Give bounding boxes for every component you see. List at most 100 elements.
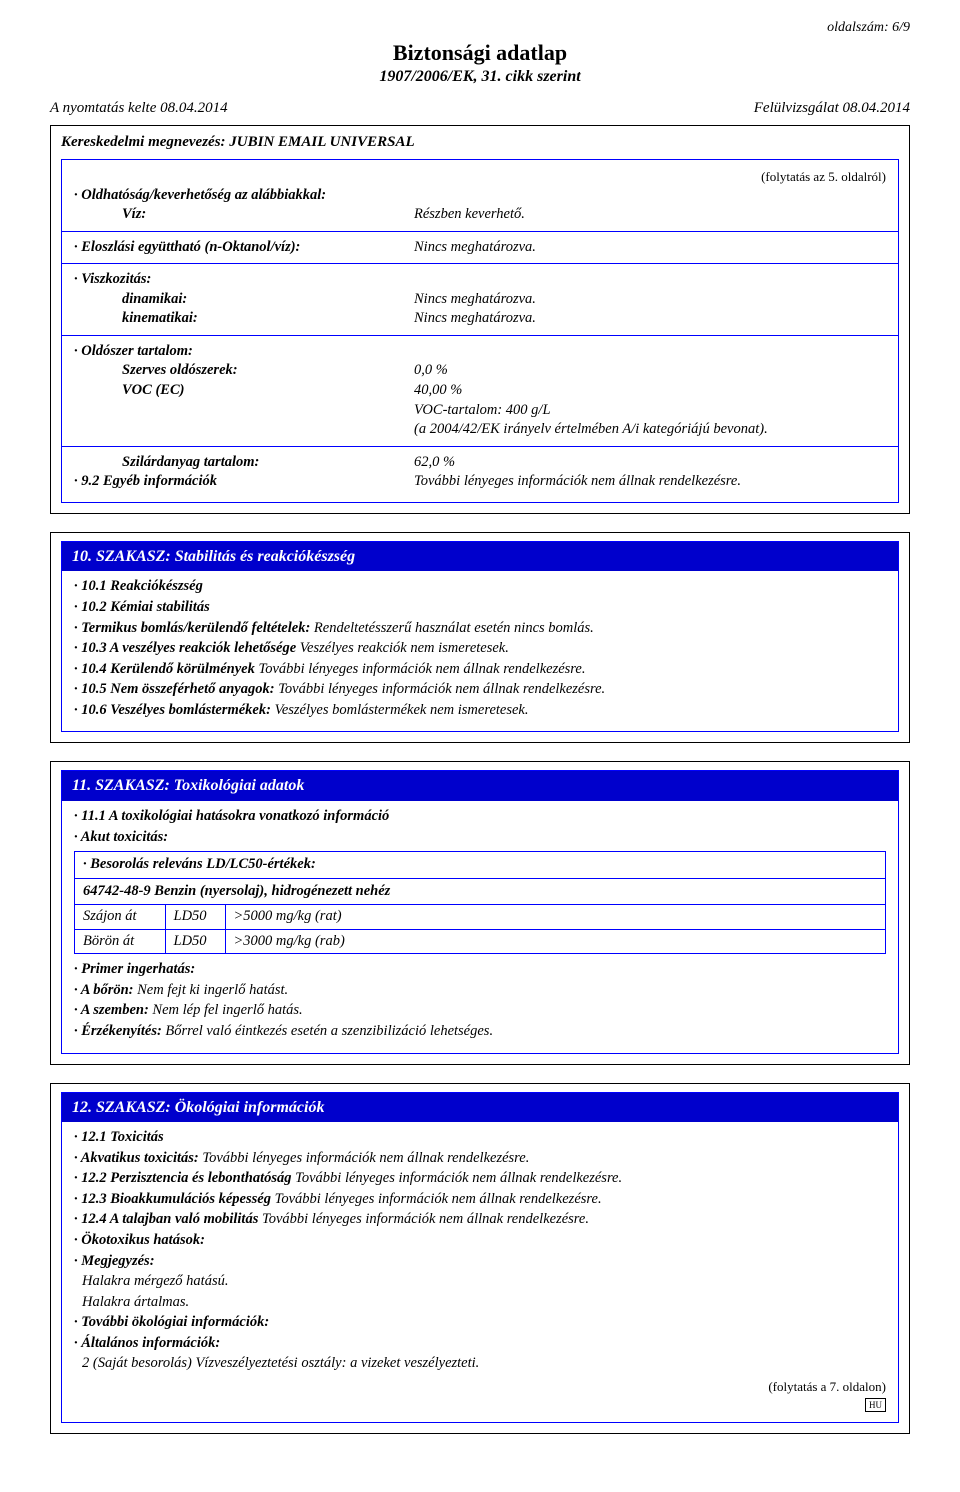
s11-sens: · Érzékenyítés: Bőrrel való éintkezés es…: [74, 1022, 886, 1042]
review-date: Felülvizsgálat 08.04.2014: [754, 100, 910, 117]
s12-note-2: Halakra ártalmas.: [74, 1293, 886, 1313]
document-subtitle: 1907/2006/EK, 31. cikk szerint: [50, 68, 910, 86]
value-cell: >5000 mg/kg (rat): [225, 905, 885, 929]
s12-4-label: · 12.3 Bioakkumulációs képesség: [74, 1191, 271, 1207]
locale-badge: HU: [865, 1398, 886, 1412]
voc-content-value: VOC-tartalom: 400 g/L: [414, 401, 886, 421]
water-label: Víz:: [74, 205, 414, 225]
other-info-label: · 9.2 Egyéb információk: [74, 472, 414, 492]
kinematic-value: Nincs meghatározva.: [414, 309, 886, 329]
s10-7-text: Veszélyes bomlástermékek nem ismeretesek…: [271, 702, 529, 718]
s12-water-hazard: 2 (Saját besorolás) Vízveszélyeztetési o…: [74, 1354, 886, 1374]
s12-general-info: · Általános információk:: [74, 1334, 886, 1354]
s11-2: · Akut toxicitás:: [74, 828, 886, 848]
s11-eye-text: Nem lép fel ingerlő hatás.: [149, 1002, 303, 1018]
solids-value: 62,0 %: [414, 453, 886, 473]
section-10-box: 10. SZAKASZ: Stabilitás és reakciókészsé…: [50, 532, 910, 744]
section-12-header: 12. SZAKASZ: Ökológiai információk: [62, 1093, 898, 1123]
s12-5-text: További lényeges információk nem állnak …: [258, 1211, 589, 1227]
s12-3-label: · 12.2 Perzisztencia és lebonthatóság: [74, 1170, 292, 1186]
s12-2-text: További lényeges információk nem állnak …: [199, 1150, 530, 1166]
solids-label: Szilárdanyag tartalom:: [74, 453, 414, 473]
s12-note-1: Halakra mérgező hatású.: [74, 1272, 886, 1292]
section-11-inner: 11. SZAKASZ: Toxikológiai adatok · 11.1 …: [61, 770, 899, 1053]
print-date: A nyomtatás kelte 08.04.2014: [50, 100, 228, 117]
voc-ec-label: VOC (EC): [74, 381, 414, 401]
dynamic-label: dinamikai:: [74, 290, 414, 310]
s12-5: · 12.4 A talajban való mobilitás További…: [74, 1210, 886, 1230]
section-12-box: 12. SZAKASZ: Ökológiai információk · 12.…: [50, 1083, 910, 1434]
s10-4-text: Veszélyes reakciók nem ismeretesek.: [296, 640, 509, 656]
other-info-value: További lényeges információk nem állnak …: [414, 472, 886, 492]
s11-1: · 11.1 A toxikológiai hatásokra vonatkoz…: [74, 807, 886, 827]
s12-ecotox: · Ökotoxikus hatások:: [74, 1231, 886, 1251]
s10-6-text: További lényeges információk nem állnak …: [275, 681, 606, 697]
voc-directive-note: (a 2004/42/EK irányelv értelmében A/i ka…: [414, 420, 886, 440]
s10-5-text: További lényeges információk nem állnak …: [255, 661, 586, 677]
divider: [62, 231, 898, 232]
s10-2: · 10.2 Kémiai stabilitás: [74, 598, 886, 618]
trade-name: Kereskedelmi megnevezés: JUBIN EMAIL UNI…: [61, 134, 899, 151]
water-value: Részben keverhető.: [414, 205, 886, 225]
s10-4-label: · 10.3 A veszélyes reakciók lehetősége: [74, 640, 296, 656]
s10-4: · 10.3 A veszélyes reakciók lehetősége V…: [74, 639, 886, 659]
section-11-box: 11. SZAKASZ: Toxikológiai adatok · 11.1 …: [50, 761, 910, 1064]
solvent-label: · Oldószer tartalom:: [74, 342, 414, 362]
s11-sens-label: · Érzékenyítés:: [74, 1023, 162, 1039]
s10-6-label: · 10.5 Nem összeférhető anyagok:: [74, 681, 275, 697]
divider: [62, 335, 898, 336]
partition-label: · Eloszlási együttható (n-Oktanol/víz):: [74, 238, 414, 258]
s11-eye: · A szemben: Nem lép fel ingerlő hatás.: [74, 1001, 886, 1021]
s11-skin: · A bőrön: Nem fejt ki ingerlő hatást.: [74, 981, 886, 1001]
s10-5: · 10.4 Kerülendő körülmények További lén…: [74, 660, 886, 680]
s10-1: · 10.1 Reakciókészség: [74, 577, 886, 597]
s12-2-label: · Akvatikus toxicitás:: [74, 1150, 199, 1166]
ld50-table: · Besorolás releváns LD/LC50-értékek: 64…: [74, 851, 886, 954]
route-cell: Szájon át: [75, 905, 165, 929]
viscosity-label: · Viszkozitás:: [74, 270, 414, 290]
table-row: Börön át LD50 >3000 mg/kg (rab): [75, 929, 885, 953]
value-cell: >3000 mg/kg (rab): [225, 929, 885, 953]
organic-solvent-label: Szerves oldószerek:: [74, 361, 414, 381]
s12-5-label: · 12.4 A talajban való mobilitás: [74, 1211, 258, 1227]
page-number: oldalszám: 6/9: [50, 20, 910, 36]
table-row: Szájon át LD50 >5000 mg/kg (rat): [75, 905, 885, 929]
kinematic-label: kinematikai:: [74, 309, 414, 329]
section-10-header: 10. SZAKASZ: Stabilitás és reakciókészsé…: [62, 542, 898, 572]
s10-3-text: Rendeltetésszerű használat esetén nincs …: [310, 620, 594, 636]
s11-skin-label: · A bőrön:: [74, 982, 134, 998]
s12-4-text: További lényeges információk nem állnak …: [271, 1191, 602, 1207]
s12-3-text: További lényeges információk nem állnak …: [292, 1170, 623, 1186]
s12-further-eco: · További ökológiai információk:: [74, 1313, 886, 1333]
solubility-label: · Oldhatóság/keverhetőség az alábbiakkal…: [74, 186, 414, 206]
ld50-header-1: · Besorolás releváns LD/LC50-értékek:: [75, 852, 885, 879]
s11-sens-text: Bőrrel való éintkezés esetén a szenzibil…: [162, 1023, 493, 1039]
s10-3-label: · Termikus bomlás/kerülendő feltételek:: [74, 620, 310, 636]
continued-from: (folytatás az 5. oldalról): [74, 168, 886, 186]
s12-3: · 12.2 Perzisztencia és lebonthatóság To…: [74, 1169, 886, 1189]
s10-5-label: · 10.4 Kerülendő körülmények: [74, 661, 255, 677]
s11-primer: · Primer ingerhatás:: [74, 960, 886, 980]
type-cell: LD50: [165, 905, 225, 929]
s12-1: · 12.1 Toxicitás: [74, 1128, 886, 1148]
divider: [62, 446, 898, 447]
s11-eye-label: · A szemben:: [74, 1002, 149, 1018]
section-11-header: 11. SZAKASZ: Toxikológiai adatok: [62, 771, 898, 801]
voc-ec-value: 40,00 %: [414, 381, 886, 401]
route-cell: Börön át: [75, 929, 165, 953]
dates-row: A nyomtatás kelte 08.04.2014 Felülvizsgá…: [50, 100, 910, 117]
section-12-inner: 12. SZAKASZ: Ökológiai információk · 12.…: [61, 1092, 899, 1423]
section-9-box: Kereskedelmi megnevezés: JUBIN EMAIL UNI…: [50, 125, 910, 514]
divider: [62, 263, 898, 264]
type-cell: LD50: [165, 929, 225, 953]
ld50-header-2: 64742-48-9 Benzin (nyersolaj), hidrogéne…: [75, 879, 885, 906]
s10-3: · Termikus bomlás/kerülendő feltételek: …: [74, 619, 886, 639]
s11-skin-text: Nem fejt ki ingerlő hatást.: [134, 982, 289, 998]
section-9-inner: (folytatás az 5. oldalról) · Oldhatóság/…: [61, 159, 899, 503]
s12-4: · 12.3 Bioakkumulációs képesség További …: [74, 1190, 886, 1210]
s10-6: · 10.5 Nem összeférhető anyagok: További…: [74, 680, 886, 700]
partition-value: Nincs meghatározva.: [414, 238, 886, 258]
continued-next: (folytatás a 7. oldalon): [74, 1378, 886, 1396]
dynamic-value: Nincs meghatározva.: [414, 290, 886, 310]
s12-note-label: · Megjegyzés:: [74, 1252, 886, 1272]
